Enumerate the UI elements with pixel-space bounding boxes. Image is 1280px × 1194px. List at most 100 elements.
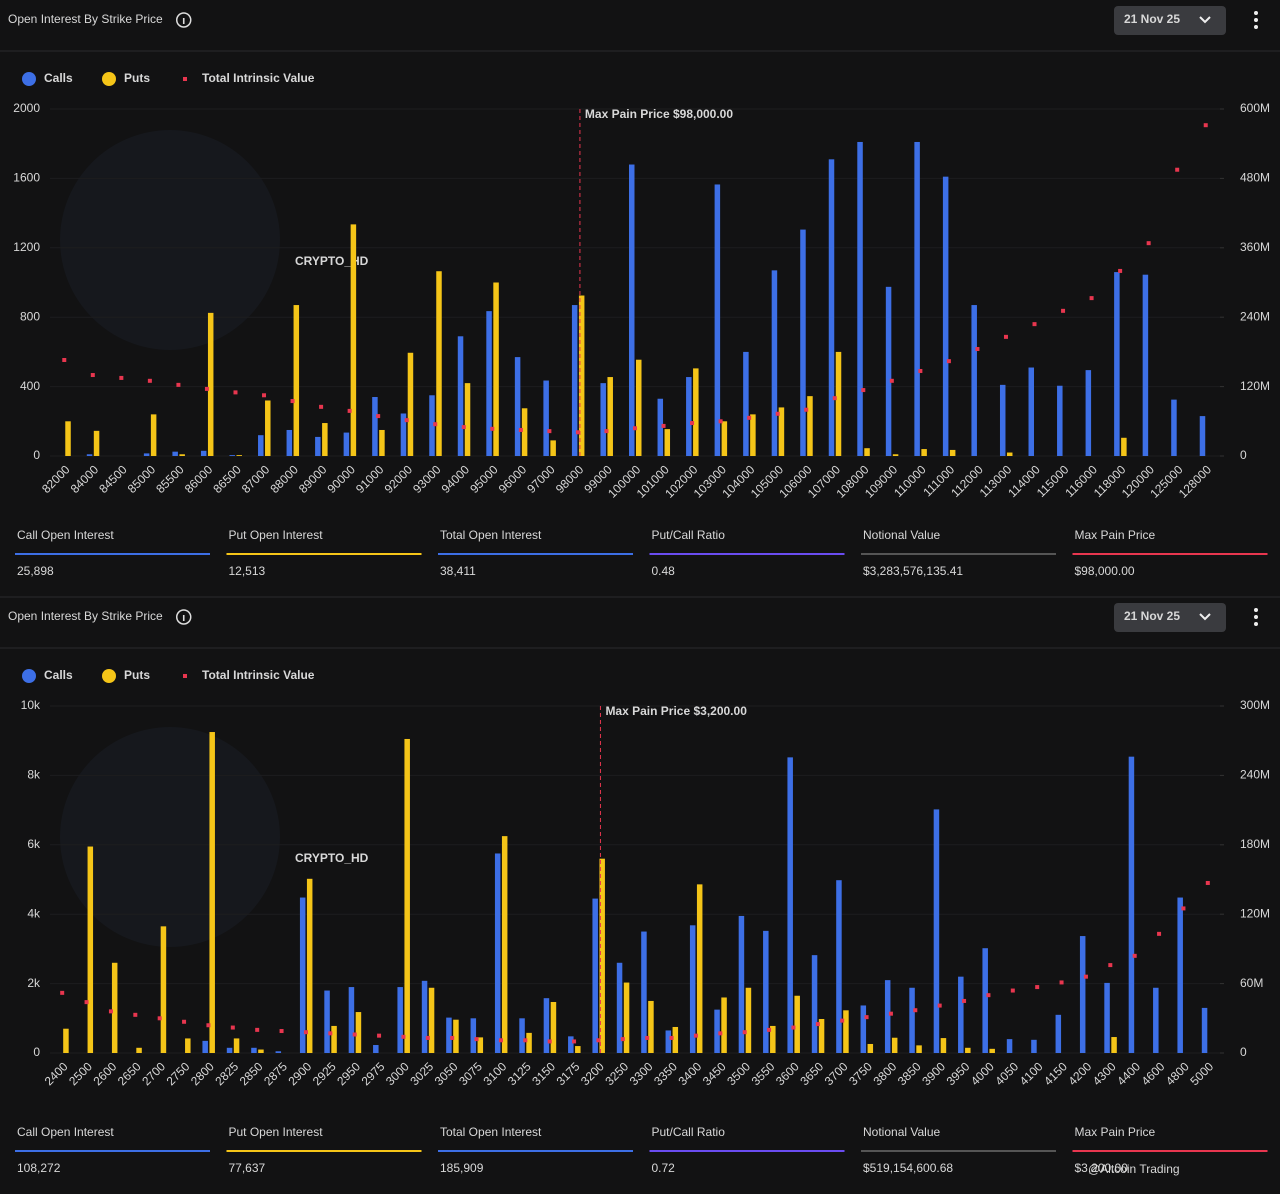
intrinsic-dot [1061,308,1066,313]
intrinsic-dot [255,1027,260,1032]
call-bar [1114,272,1120,456]
call-bar [714,184,721,456]
intrinsic-dot [147,378,152,383]
y2-tick-label: 480M [1240,171,1270,185]
put-bar [578,295,585,456]
stat-label: Call Open Interest [17,528,114,542]
call-bar [1199,416,1206,456]
put-bar [575,1046,581,1053]
menu-dot[interactable] [1254,615,1258,619]
put-bar [636,359,642,456]
menu-dot[interactable] [1254,622,1258,626]
stat-value: $3,283,576,135.41 [863,564,963,578]
date-button[interactable] [1114,603,1226,632]
legend-label[interactable]: Total Intrinsic Value [202,668,315,682]
intrinsic-dot [328,1031,333,1036]
menu-dot[interactable] [1254,11,1258,15]
intrinsic-dot [572,1039,577,1044]
intrinsic-dot [962,998,967,1003]
legend-label[interactable]: Calls [44,71,73,85]
call-bar [857,141,863,456]
intrinsic-dot [279,1029,284,1034]
intrinsic-dot [861,388,866,393]
put-bar [185,1038,191,1053]
y-tick-label: 6k [27,837,41,851]
call-bar [348,987,355,1053]
intrinsic-dot [913,1008,918,1013]
legend-label[interactable]: Puts [124,71,150,85]
stat-label: Max Pain Price [1075,528,1156,542]
call-bar [1031,1039,1037,1053]
intrinsic-dot [108,1009,113,1014]
put-bar [526,1032,532,1053]
call-bar [324,990,330,1053]
watermark: CRYPTO_HD [295,254,369,268]
date-label: 21 Nov 25 [1124,12,1180,26]
intrinsic-dot [1118,268,1123,273]
call-bar [494,853,501,1053]
put-bar [864,448,870,456]
watermark-logo [60,130,280,350]
menu-dot[interactable] [1254,608,1258,612]
stat-label: Call Open Interest [17,1125,114,1139]
call-bar [172,451,178,456]
chevron [1199,613,1211,621]
call-bar [202,1040,208,1053]
put-bar [179,454,185,456]
legend-swatch [22,72,36,86]
info-icon[interactable] [175,609,192,625]
max-pain-label: Max Pain Price $98,000.00 [585,107,733,121]
call-bar [226,1047,233,1053]
intrinsic-dot [620,1037,625,1042]
legend-swatch [22,669,36,683]
put-bar [721,997,727,1053]
put-bar [464,383,471,456]
put-bar [293,305,300,456]
y-tick-label: 0 [33,1045,40,1059]
intrinsic-dot [352,1032,357,1037]
put-bar [65,421,71,456]
watermark-logo [60,727,280,947]
put-bar [521,408,528,456]
intrinsic-dot [547,429,552,434]
put-bar [111,962,118,1053]
call-bar [568,1036,574,1053]
legend-label[interactable]: Total Intrinsic Value [202,71,315,85]
menu-dot[interactable] [1254,25,1258,29]
put-bar [745,987,752,1053]
y-tick-label: 0 [33,448,40,462]
call-bar [914,141,920,456]
intrinsic-dot [918,368,923,373]
call-bar [286,429,293,456]
call-bar [299,897,306,1053]
stat-value: 185,909 [440,1161,484,1175]
put-bar [835,351,842,456]
put-bar [355,1012,362,1053]
date-button[interactable] [1114,6,1226,35]
put-bar [965,1047,971,1053]
stat-label: Total Open Interest [440,528,542,542]
intrinsic-dot [204,386,209,391]
legend-swatch [102,72,116,86]
call-bar [1006,1039,1013,1053]
legend-label[interactable]: Calls [44,668,73,682]
call-bar [942,176,949,457]
info-icon[interactable] [175,12,192,28]
intrinsic-dot [450,1035,455,1040]
intrinsic-dot [804,407,809,412]
intrinsic-dot [377,1033,382,1038]
intrinsic-dot [84,1000,89,1005]
menu-dot[interactable] [1254,18,1258,22]
call-bar [811,955,818,1053]
y2-tick-label: 240M [1240,309,1270,323]
call-bar [1153,987,1159,1053]
intrinsic-dot [233,390,238,395]
legend-label[interactable]: Puts [124,668,150,682]
put-bar [623,982,630,1053]
y2-tick-label: 0 [1240,1045,1247,1059]
intrinsic-dot [669,1035,674,1040]
put-bar [265,400,271,456]
intrinsic-dot [1181,906,1186,911]
stat-label: Put Open Interest [229,528,324,542]
y-tick-label: 2k [27,976,41,990]
